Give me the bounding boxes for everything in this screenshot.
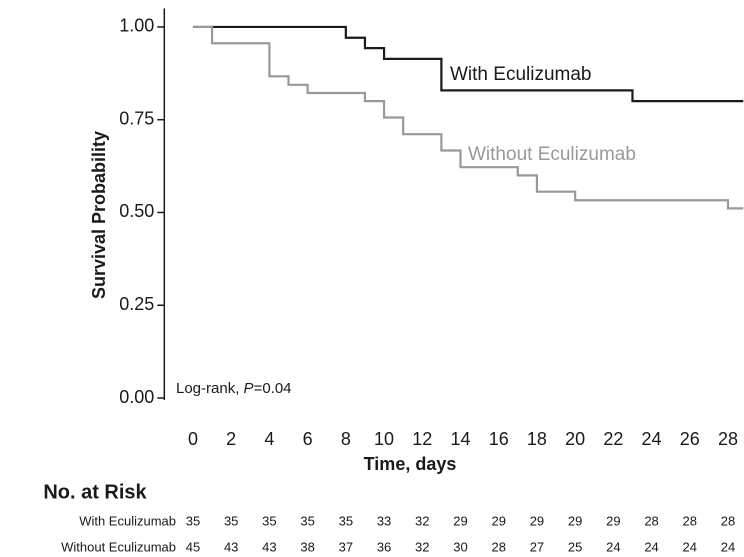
annotation-part: Log-rank, xyxy=(176,380,244,397)
x-tick-label: 26 xyxy=(680,429,700,449)
y-tick-label: 0.75 xyxy=(119,108,154,128)
risk-count: 43 xyxy=(262,539,276,554)
risk-row-label: Without Eculizumab xyxy=(61,539,176,554)
x-tick-label: 14 xyxy=(450,429,470,449)
annotation: Log-rank, P=0.04 xyxy=(176,380,292,397)
x-axis-title: Time, days xyxy=(364,454,457,474)
risk-count: 35 xyxy=(300,513,314,528)
x-tick-label: 8 xyxy=(341,429,351,449)
y-tick-label: 0.25 xyxy=(119,294,154,314)
x-tick-label: 28 xyxy=(718,429,738,449)
x-tick-label: 10 xyxy=(374,429,394,449)
x-tick-label: 4 xyxy=(264,429,274,449)
risk-count: 38 xyxy=(300,539,314,554)
y-tick-label: 0.50 xyxy=(119,201,154,221)
risk-count: 35 xyxy=(224,513,238,528)
curve-label: Without Eculizumab xyxy=(468,144,636,165)
risk-count: 29 xyxy=(530,513,544,528)
risk-count: 29 xyxy=(453,513,467,528)
risk-count: 32 xyxy=(415,513,429,528)
risk-count: 36 xyxy=(377,539,391,554)
x-tick-label: 0 xyxy=(188,429,198,449)
risk-count: 24 xyxy=(606,539,620,554)
annotation-part: P xyxy=(244,380,254,397)
risk-count: 24 xyxy=(683,539,697,554)
risk-count: 32 xyxy=(415,539,429,554)
risk-count: 43 xyxy=(224,539,238,554)
risk-count: 29 xyxy=(606,513,620,528)
risk-count: 24 xyxy=(644,539,658,554)
curve-label: With Eculizumab xyxy=(450,64,592,85)
risk-count: 30 xyxy=(453,539,467,554)
x-tick-label: 16 xyxy=(489,429,509,449)
risk-count: 28 xyxy=(721,513,735,528)
risk-count: 27 xyxy=(530,539,544,554)
survival-curve xyxy=(192,25,744,210)
x-tick-label: 20 xyxy=(565,429,585,449)
survival-curve xyxy=(192,25,744,103)
risk-count: 35 xyxy=(262,513,276,528)
risk-count: 35 xyxy=(186,513,200,528)
risk-count: 37 xyxy=(339,539,353,554)
y-tick-label: 0.00 xyxy=(119,387,154,407)
x-tick-label: 2 xyxy=(226,429,236,449)
y-axis-title: Survival Probability xyxy=(89,131,109,299)
risk-count: 28 xyxy=(644,513,658,528)
x-tick-label: 24 xyxy=(642,429,662,449)
risk-count: 28 xyxy=(683,513,697,528)
risk-count: 25 xyxy=(568,539,582,554)
y-tick-label: 1.00 xyxy=(119,16,154,36)
risk-count: 24 xyxy=(721,539,735,554)
x-tick-label: 12 xyxy=(412,429,432,449)
x-tick-label: 18 xyxy=(527,429,547,449)
risk-count: 45 xyxy=(186,539,200,554)
risk-table-title: No. at Risk xyxy=(43,481,147,503)
annotation-part: =0.04 xyxy=(254,380,292,397)
risk-count: 33 xyxy=(377,513,391,528)
x-tick-label: 6 xyxy=(303,429,313,449)
risk-count: 28 xyxy=(491,539,505,554)
risk-count: 29 xyxy=(491,513,505,528)
risk-count: 35 xyxy=(339,513,353,528)
risk-row-label: With Eculizumab xyxy=(79,513,176,528)
risk-count: 29 xyxy=(568,513,582,528)
x-tick-label: 22 xyxy=(603,429,623,449)
